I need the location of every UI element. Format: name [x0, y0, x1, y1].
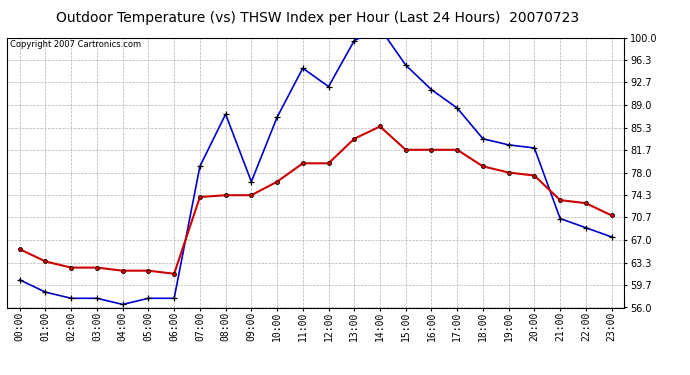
Text: Outdoor Temperature (vs) THSW Index per Hour (Last 24 Hours)  20070723: Outdoor Temperature (vs) THSW Index per …: [56, 11, 579, 25]
Text: Copyright 2007 Cartronics.com: Copyright 2007 Cartronics.com: [10, 40, 141, 49]
